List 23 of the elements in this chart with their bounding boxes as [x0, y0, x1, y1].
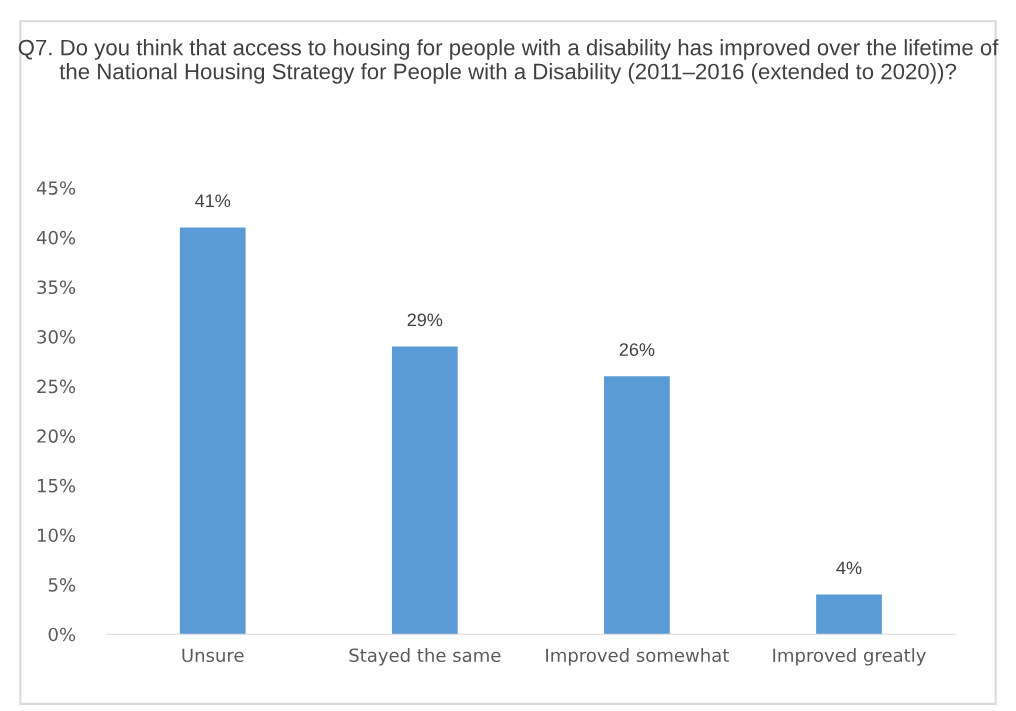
y-tick-label: 25% [37, 379, 76, 394]
y-tick-label: 20% [37, 429, 76, 443]
data-label: 29% [407, 313, 443, 327]
y-tick-label: 10% [37, 528, 76, 543]
chart-title: Q7. Do you think that access to housing for people with a disability has improved over the lifetime of the National Housing Strategy for People with a Disability (2011–2016 (extended to 2020))? [18, 39, 999, 84]
bar [179, 227, 246, 635]
y-tick-label: 15% [37, 478, 76, 493]
y-tick-label: 40% [36, 230, 76, 245]
bar [391, 346, 458, 635]
data-label: 41% [195, 194, 231, 208]
bar [816, 594, 882, 635]
x-tick-label: Improved greatly [773, 648, 926, 666]
data-label: 26% [619, 343, 655, 356]
y-tick-label: 35% [37, 280, 76, 295]
x-tick-label: Stayed the same [349, 648, 501, 666]
y-tick-label: 30% [37, 330, 76, 344]
y-tick-label: 5% [48, 578, 76, 592]
bar [604, 376, 670, 635]
y-tick-label: 45% [36, 181, 76, 195]
x-tick-label: Improved somewhat [546, 648, 729, 666]
data-label: 4% [836, 561, 862, 575]
y-tick-label: 0% [48, 627, 76, 642]
x-tick-label: Unsure [182, 648, 244, 663]
